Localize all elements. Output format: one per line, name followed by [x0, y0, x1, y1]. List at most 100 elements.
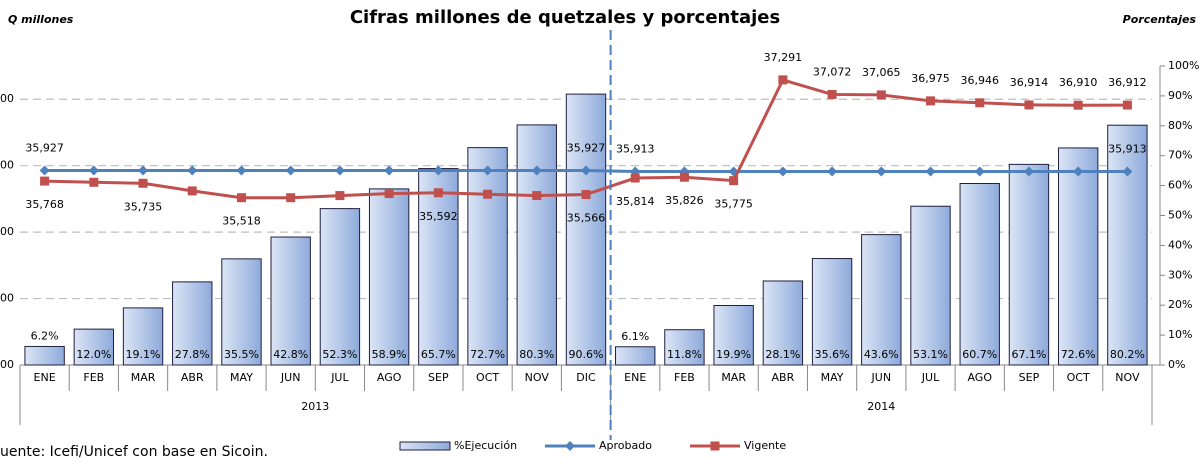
line-marker [975, 98, 985, 108]
legend-marker [565, 441, 575, 451]
x-tick-label: JUN [280, 371, 301, 384]
bar-label: 67.1% [1011, 348, 1046, 361]
line-marker [1073, 166, 1084, 177]
x-tick-label: AGO [377, 371, 402, 384]
bar-label: 12.0% [76, 348, 111, 361]
line-marker [187, 186, 197, 196]
bar-label: 27.8% [175, 348, 210, 361]
legend-label: Aprobado [599, 439, 652, 452]
line-label: 35,768 [25, 198, 64, 211]
line-marker [581, 165, 591, 176]
y-tick-label: 00 [0, 358, 14, 371]
line-label: 35,913 [1108, 142, 1147, 155]
y2-tick-label: 40% [1168, 238, 1192, 251]
line-label: 37,072 [813, 65, 852, 78]
bar [467, 147, 508, 366]
bar [221, 258, 262, 366]
line-marker [384, 165, 395, 176]
line-marker [778, 75, 788, 85]
line-marker [531, 165, 542, 176]
line-marker [433, 165, 444, 176]
y-tick-label: 00 [0, 159, 14, 172]
y2-tick-label: 10% [1168, 328, 1192, 341]
line-marker [138, 165, 149, 176]
bar [319, 208, 361, 366]
bar [861, 234, 902, 366]
y2-tick-label: 0% [1168, 358, 1185, 371]
legend-marker [710, 441, 720, 451]
x-tick-label: MAY [230, 371, 253, 384]
bar-label: 80.3% [519, 348, 554, 361]
x-tick-label: OCT [476, 371, 499, 384]
line-label: 35,566 [567, 212, 606, 225]
bar [565, 93, 607, 366]
x-tick-label: ABR [772, 371, 795, 384]
y2-tick-label: 90% [1168, 89, 1192, 102]
line-label: 35,826 [665, 194, 704, 207]
bar-label: 6.1% [621, 330, 649, 343]
line-marker [89, 177, 99, 187]
x-tick-label: OCT [1067, 371, 1090, 384]
line-marker [1122, 166, 1133, 177]
bar [73, 328, 115, 366]
line-label: 36,910 [1059, 76, 1098, 89]
x-tick-label: NOV [1115, 371, 1140, 384]
x-tick-label: JUN [871, 371, 892, 384]
line-marker [876, 166, 887, 177]
line-marker [729, 176, 739, 186]
bar-label: 53.1% [913, 348, 948, 361]
line-marker [88, 165, 99, 176]
line-marker [1024, 100, 1034, 110]
bar-label: 43.6% [864, 348, 899, 361]
line-marker [334, 165, 345, 176]
x-tick-label: ABR [181, 371, 204, 384]
y2-tick-label: 20% [1168, 298, 1192, 311]
bar-label: 35.5% [224, 348, 259, 361]
y2-tick-label: 70% [1168, 149, 1192, 162]
bar-label: 58.9% [372, 348, 407, 361]
y-tick-label: 00 [0, 292, 14, 305]
x-tick-label: NOV [525, 371, 550, 384]
x-tick-label: ENE [624, 371, 646, 384]
x-tick-label: MAR [721, 371, 746, 384]
line-marker [236, 193, 246, 203]
bar [24, 345, 65, 366]
legend-label: Vigente [744, 439, 786, 452]
line-label: 35,592 [419, 210, 458, 223]
x-tick-label: SEP [428, 371, 449, 384]
bar-label: 72.6% [1061, 348, 1096, 361]
x-tick-label: JUL [921, 371, 940, 384]
line-label: 36,914 [1010, 76, 1049, 89]
y-axis-title: Q millones [8, 13, 74, 26]
y-tick-label: 00 [0, 225, 14, 238]
x-tick-label: SEP [1019, 371, 1040, 384]
line-marker [236, 165, 247, 176]
bar-label: 52.3% [322, 348, 357, 361]
line-label: 36,912 [1108, 76, 1147, 89]
group-label: 2013 [301, 400, 329, 413]
bar [615, 346, 656, 366]
bar-label: 35.6% [815, 348, 850, 361]
line-marker [482, 165, 493, 176]
legend-label: %Ejecución [454, 439, 517, 452]
line-marker [1122, 100, 1132, 110]
line-marker [1023, 166, 1034, 177]
bar [1107, 124, 1148, 366]
bar-label: 60.7% [962, 348, 997, 361]
bar [1057, 147, 1099, 366]
line-marker [827, 89, 837, 99]
bar-label: 65.7% [421, 348, 456, 361]
x-tick-label: AGO [967, 371, 992, 384]
bar-label: 6.2% [31, 329, 59, 342]
x-tick-label: MAY [821, 371, 844, 384]
legend-swatch [399, 441, 451, 451]
bar-label: 80.2% [1110, 348, 1145, 361]
line-marker [40, 176, 50, 186]
line-marker [138, 178, 148, 188]
line-marker [679, 172, 689, 182]
source-note: uente: Icefi/Unicef con base en Sicoin. [0, 444, 268, 460]
bar [172, 281, 213, 366]
line-marker [925, 166, 936, 177]
y2-tick-label: 50% [1168, 209, 1192, 222]
